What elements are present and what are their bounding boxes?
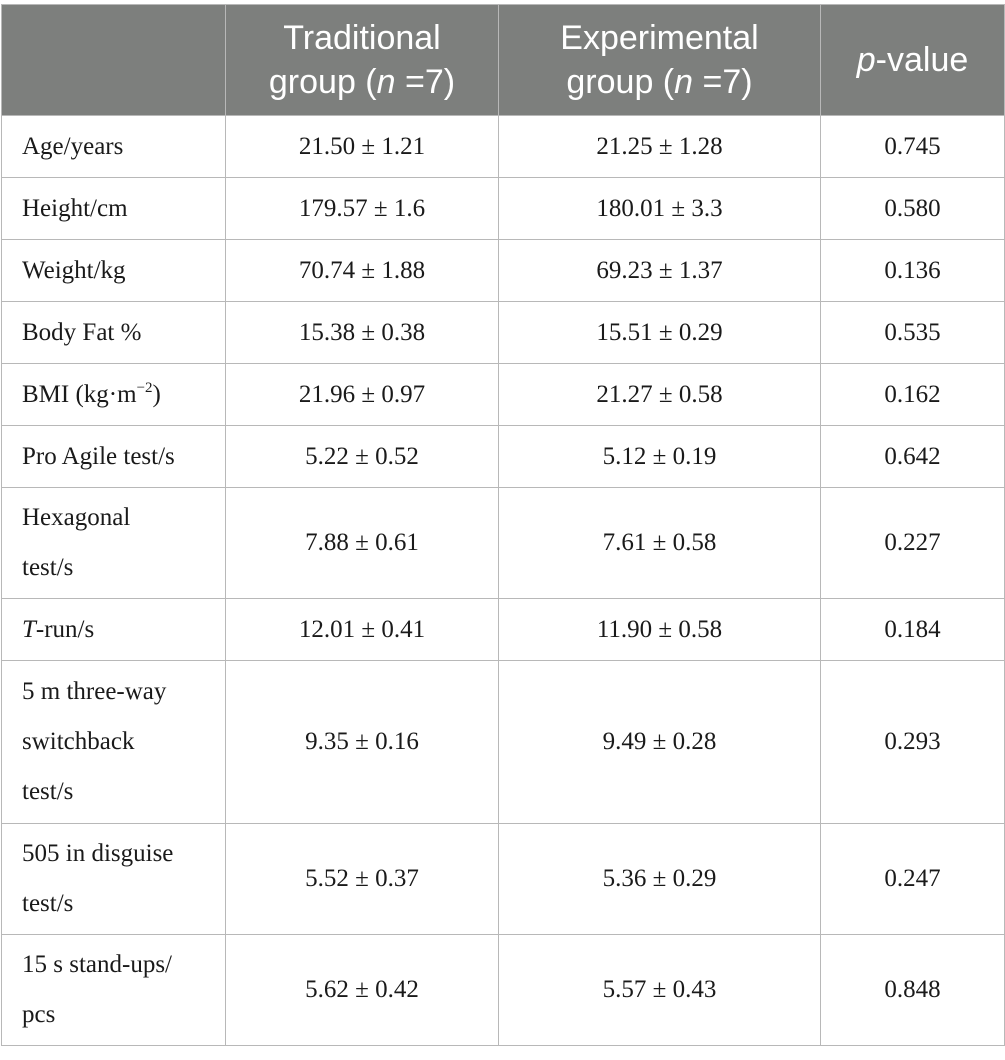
row-label-rest: -run/s [35,615,95,643]
table-row: Pro Agile test/s 5.22 ± 0.52 5.12 ± 0.19… [1,425,1005,488]
p-value: 0.745 [820,115,1005,178]
row-label-line: Hexagonal [22,504,131,531]
traditional-value: 12.01 ± 0.41 [225,598,499,661]
row-label: 15 s stand-ups/pcs [1,934,226,1046]
table-row: Age/years 21.50 ± 1.21 21.25 ± 1.28 0.74… [1,115,1005,178]
table-row: T-run/s 12.01 ± 0.41 11.90 ± 0.58 0.184 [1,598,1005,661]
header-traditional-group: Traditional group (n =7) [225,4,499,116]
header-row: Traditional group (n =7) Experimental gr… [1,4,1005,116]
traditional-value: 21.50 ± 1.21 [225,115,499,178]
header-experimental-line2-post: =7) [693,63,753,101]
traditional-value: 15.38 ± 0.38 [225,301,499,364]
p-value: 0.227 [820,487,1005,599]
header-traditional-line1: Traditional [283,19,441,57]
row-label-line: Age/years [22,132,124,160]
row-label-post: ) [152,380,161,408]
traditional-value: 70.74 ± 1.88 [225,239,499,302]
p-value: 0.642 [820,425,1005,488]
table-body: Age/years 21.50 ± 1.21 21.25 ± 1.28 0.74… [1,115,1005,1046]
row-label: Pro Agile test/s [1,425,226,488]
table-row: 15 s stand-ups/pcs 5.62 ± 0.42 5.57 ± 0.… [1,934,1005,1046]
experimental-value: 21.27 ± 0.58 [498,363,821,426]
p-value: 0.580 [820,177,1005,240]
experimental-value: 15.51 ± 0.29 [498,301,821,364]
row-label-pre: BMI (kg·m [22,380,137,408]
row-label: Age/years [1,115,226,178]
table-row: Hexagonal test/s 7.88 ± 0.61 7.61 ± 0.58 … [1,487,1005,599]
experimental-value: 7.61 ± 0.58 [498,487,821,599]
p-value: 0.535 [820,301,1005,364]
row-label-line: test/s [22,890,74,917]
row-label-sup: −2 [136,379,153,396]
row-label-line: Pro Agile test/s [22,442,175,470]
row-label-line: test/s [22,554,74,581]
p-value: 0.293 [820,660,1005,824]
row-label-line: 15 s stand-ups/ [22,951,172,978]
traditional-value: 5.52 ± 0.37 [225,823,499,935]
header-traditional-line2-post: =7) [395,63,456,101]
traditional-value: 9.35 ± 0.16 [225,660,499,824]
row-label-line: 505 in disguise [22,840,174,867]
table-row: Weight/kg 70.74 ± 1.88 69.23 ± 1.37 0.13… [1,239,1005,302]
experimental-value: 180.01 ± 3.3 [498,177,821,240]
traditional-value: 179.57 ± 1.6 [225,177,499,240]
p-value: 0.184 [820,598,1005,661]
row-label: Hexagonal test/s [1,487,226,599]
header-p-value: p-value [820,4,1005,116]
experimental-value: 5.36 ± 0.29 [498,823,821,935]
row-label: 505 in disguise test/s [1,823,226,935]
row-label-line: test/s [22,778,74,805]
comparison-table: Traditional group (n =7) Experimental gr… [1,4,1005,1046]
table-row: 505 in disguise test/s 5.52 ± 0.37 5.36 ±… [1,823,1005,935]
row-label-line: Height/cm [22,194,128,222]
header-experimental-n: n [674,63,694,101]
header-variable [1,4,226,116]
row-label-line: pcs [22,1001,56,1028]
row-label-italic: T [22,615,36,643]
row-label: T-run/s [1,598,226,661]
table-header: Traditional group (n =7) Experimental gr… [1,4,1005,116]
header-p-rest: -value [875,41,969,79]
traditional-value: 7.88 ± 0.61 [225,487,499,599]
traditional-value: 5.62 ± 0.42 [225,934,499,1046]
row-label-line: Weight/kg [22,256,126,284]
header-p-letter: p [856,41,876,79]
p-value: 0.247 [820,823,1005,935]
traditional-value: 21.96 ± 0.97 [225,363,499,426]
header-experimental-line1: Experimental [560,19,759,57]
table-row: Height/cm 179.57 ± 1.6 180.01 ± 3.3 0.58… [1,177,1005,240]
experimental-value: 5.12 ± 0.19 [498,425,821,488]
row-label: 5 m three-way switchback test/s [1,660,226,824]
experimental-value: 9.49 ± 0.28 [498,660,821,824]
traditional-value: 5.22 ± 0.52 [225,425,499,488]
experimental-value: 11.90 ± 0.58 [498,598,821,661]
row-label: Weight/kg [1,239,226,302]
row-label: Height/cm [1,177,226,240]
table-row: 5 m three-way switchback test/s 9.35 ± 0.1… [1,660,1005,824]
table-row: BMI (kg·m−2) 21.96 ± 0.97 21.27 ± 0.58 0… [1,363,1005,426]
header-experimental-line2-pre: group ( [566,63,675,101]
row-label-line: switchback [22,728,135,755]
row-label-line: 5 m three-way [22,678,167,705]
p-value: 0.848 [820,934,1005,1046]
experimental-value: 69.23 ± 1.37 [498,239,821,302]
table-row: Body Fat % 15.38 ± 0.38 15.51 ± 0.29 0.5… [1,301,1005,364]
p-value: 0.136 [820,239,1005,302]
header-traditional-n: n [376,63,396,101]
experimental-value: 21.25 ± 1.28 [498,115,821,178]
header-experimental-group: Experimental group (n =7) [498,4,821,116]
row-label: Body Fat % [1,301,226,364]
p-value: 0.162 [820,363,1005,426]
row-label: BMI (kg·m−2) [1,363,226,426]
header-traditional-line2-pre: group ( [268,63,377,101]
experimental-value: 5.57 ± 0.43 [498,934,821,1046]
row-label-line: Body Fat % [22,318,142,346]
